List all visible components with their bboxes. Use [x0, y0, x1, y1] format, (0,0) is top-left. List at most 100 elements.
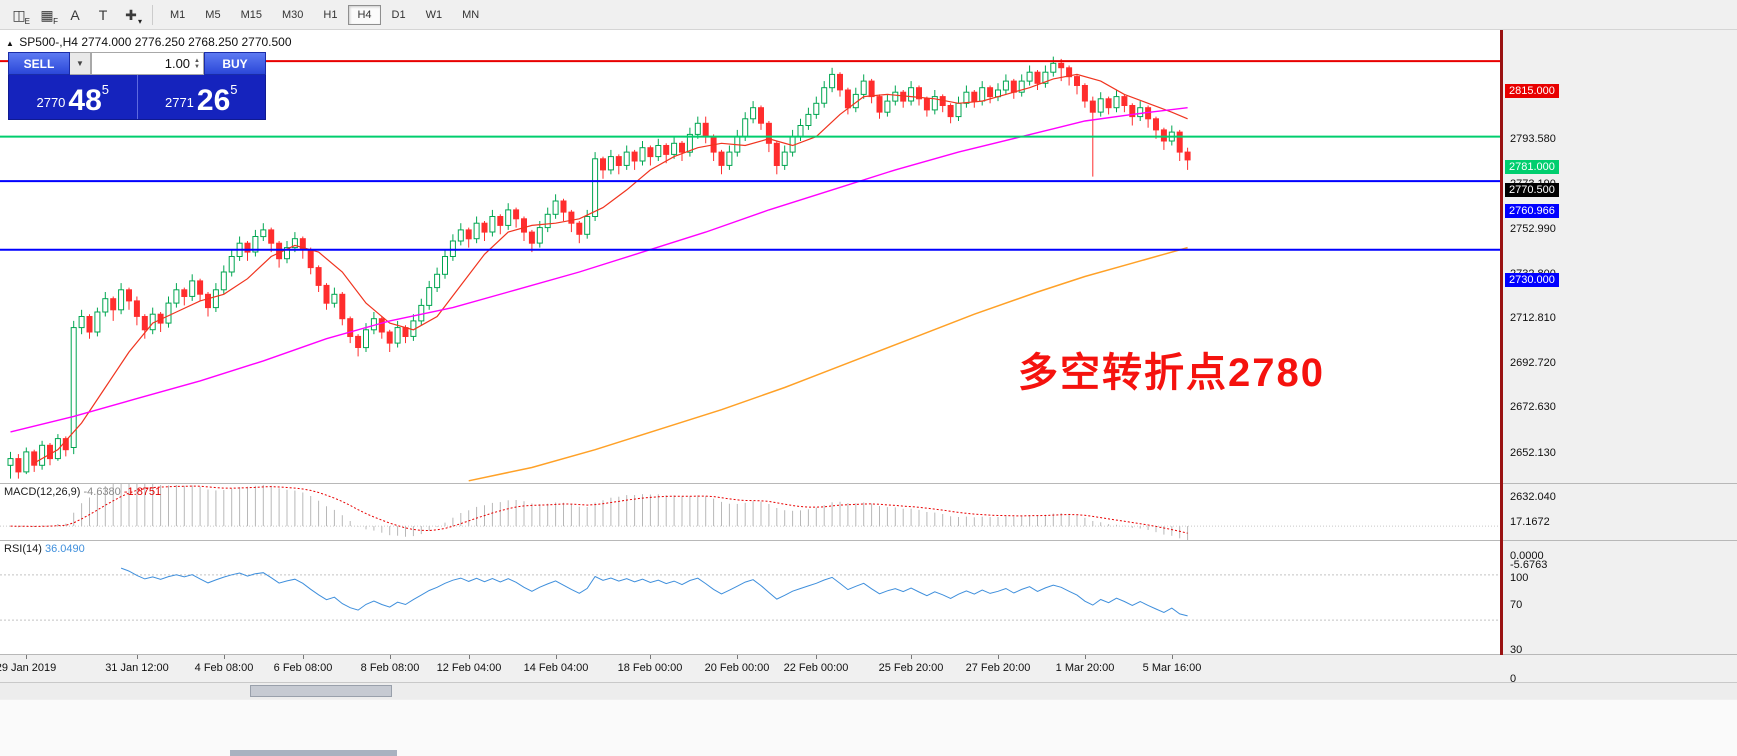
macd-label: MACD(12,26,9) -4.6380 -1.8751 — [4, 486, 162, 498]
volume-value: 1.00 — [164, 56, 191, 71]
one-click-toggle-icon[interactable]: ▲ — [6, 39, 14, 48]
timeframe-button-w1[interactable]: W1 — [425, 8, 443, 21]
panel-separator[interactable] — [0, 483, 1737, 484]
timeframe-button-m1[interactable]: M1 — [170, 8, 186, 21]
rsi-indicator-panel[interactable]: RSI(14) 36.0490 — [0, 541, 1500, 654]
macd-signal-value: -1.8751 — [123, 486, 162, 498]
price-tick-label: 2672.630 — [1510, 401, 1556, 413]
price-tick-label: 2793.580 — [1510, 133, 1556, 145]
rsi-label: RSI(14) 36.0490 — [4, 543, 85, 555]
current-price-label: 2770.500 — [1505, 183, 1559, 197]
buy-button[interactable]: BUY — [204, 52, 266, 75]
macd-axis-label: 17.1672 — [1510, 516, 1550, 528]
price-tick-label: 2652.130 — [1510, 447, 1556, 459]
time-axis-label: 18 Feb 00:00 — [617, 662, 683, 674]
macd-indicator-panel[interactable]: MACD(12,26,9) -4.6380 -1.8751 — [0, 484, 1500, 540]
sell-price-big: 48 — [68, 84, 102, 117]
panel-separator — [0, 654, 1737, 655]
buy-price-prefix: 2771 — [164, 95, 194, 110]
chart-ohlc-values: 2774.000 2776.250 2768.250 2770.500 — [81, 35, 292, 49]
time-axis-label: 1 Mar 20:00 — [1055, 662, 1115, 674]
timeframe-button-h1[interactable]: H1 — [323, 8, 338, 21]
macd-axis-label: 0.0000 — [1510, 550, 1544, 562]
rsi-axis-label: 70 — [1510, 599, 1523, 611]
time-tick — [650, 655, 651, 659]
timeframe-button-d1[interactable]: D1 — [391, 8, 406, 21]
price-line-label: 2781.000 — [1505, 160, 1559, 174]
spin-up-icon[interactable]: ▲ — [194, 57, 200, 64]
price-line-label: 2730.000 — [1505, 273, 1559, 287]
volume-dropdown[interactable]: ▼ — [70, 52, 91, 75]
time-axis-label: 31 Jan 12:00 — [105, 662, 169, 674]
time-tick — [816, 655, 817, 659]
price-tick-label: 2752.990 — [1510, 223, 1556, 235]
text-box-icon[interactable]: T — [98, 6, 108, 23]
time-axis-label: 20 Feb 00:00 — [704, 662, 770, 674]
chevron-down-icon: ▼ — [76, 59, 84, 68]
time-axis-label: 25 Feb 20:00 — [878, 662, 944, 674]
rsi-axis-label: 0 — [1510, 673, 1517, 685]
timeframe-button-m15[interactable]: M15 — [240, 8, 262, 21]
volume-stepper[interactable]: ▲ ▼ — [194, 58, 200, 70]
price-axis-border — [1500, 30, 1503, 681]
sell-price-sup: 5 — [101, 82, 110, 97]
rsi-canvas[interactable] — [0, 541, 1500, 654]
chart-header: ▲ SP500-,H4 2774.000 2776.250 2768.250 2… — [6, 35, 292, 49]
tick-chart-icon[interactable]: ▦ F — [40, 6, 58, 26]
volume-field[interactable]: 1.00 ▲ ▼ — [91, 52, 204, 75]
time-tick — [137, 655, 138, 659]
time-tick — [998, 655, 999, 659]
panel-separator[interactable] — [0, 540, 1737, 541]
buy-price-sup: 5 — [230, 82, 238, 97]
time-axis-label: 4 Feb 08:00 — [194, 662, 254, 674]
buy-price-big: 26 — [196, 84, 231, 117]
time-tick — [1085, 655, 1086, 659]
chart-annotation-text: 多空转折点2780 — [1018, 351, 1325, 395]
price-line-label: 2760.966 — [1505, 204, 1559, 218]
sell-price[interactable]: 2770 48 5 — [9, 75, 137, 119]
timeframe-button-h4[interactable]: H4 — [348, 4, 381, 25]
macd-main-value: -4.6380 — [83, 486, 121, 498]
time-tick — [303, 655, 304, 659]
drawing-tools-icon[interactable]: ✚ ▾ — [125, 6, 142, 26]
rsi-axis-label: 100 — [1510, 572, 1529, 584]
price-divider — [136, 75, 138, 119]
timeframe-button-group: M1 M5 M15 M30 H1 H4 D1 W1 MN — [160, 4, 489, 25]
time-axis-label: 29 Jan 2019 — [0, 662, 57, 674]
rsi-value: 36.0490 — [44, 543, 85, 555]
sell-price-prefix: 2770 — [36, 95, 66, 110]
time-axis-label: 5 Mar 16:00 — [1142, 662, 1202, 674]
price-tick-label: 2632.040 — [1510, 491, 1556, 503]
macd-canvas[interactable] — [0, 484, 1500, 540]
window-bottom-area — [0, 700, 1737, 756]
price-tick-label: 2692.720 — [1510, 357, 1556, 369]
chart-scrollbar[interactable] — [0, 682, 1737, 699]
price-tick-label: 2712.810 — [1510, 312, 1556, 324]
price-line-label: 2815.000 — [1505, 84, 1559, 98]
time-tick — [26, 655, 27, 659]
one-click-trading-panel: SELL ▼ 1.00 ▲ ▼ BUY 2770 48 5 2771 26 5 — [8, 52, 266, 120]
time-tick — [737, 655, 738, 659]
price-axis[interactable]: 2793.5802773.1902752.9902732.8002712.810… — [1504, 30, 1737, 756]
toolbar-icon-group: ◫ E ▦ F A T ✚ ▾ — [5, 3, 145, 27]
time-axis-label: 8 Feb 08:00 — [360, 662, 420, 674]
timeframe-button-m30[interactable]: M30 — [281, 8, 304, 21]
timeframe-button-mn[interactable]: MN — [462, 8, 480, 21]
time-tick — [1172, 655, 1173, 659]
time-tick — [390, 655, 391, 659]
bottom-strip-segment — [230, 750, 397, 756]
rsi-axis-label: 30 — [1510, 644, 1523, 656]
spin-down-icon[interactable]: ▼ — [194, 63, 200, 70]
timeframe-button-m5[interactable]: M5 — [205, 8, 221, 21]
text-label-icon[interactable]: A — [70, 6, 80, 23]
scrollbar-thumb[interactable] — [250, 685, 392, 697]
price-chart-canvas[interactable] — [0, 30, 1500, 483]
time-tick — [224, 655, 225, 659]
chart-window-icon[interactable]: ◫ E — [12, 6, 30, 26]
time-axis[interactable]: 29 Jan 2019 31 Jan 12:00 4 Feb 08:00 6 Feb … — [0, 655, 1737, 681]
toolbar-separator — [152, 4, 153, 25]
time-tick — [556, 655, 557, 659]
buy-price[interactable]: 2771 26 5 — [138, 75, 266, 119]
sell-button[interactable]: SELL — [8, 52, 70, 75]
